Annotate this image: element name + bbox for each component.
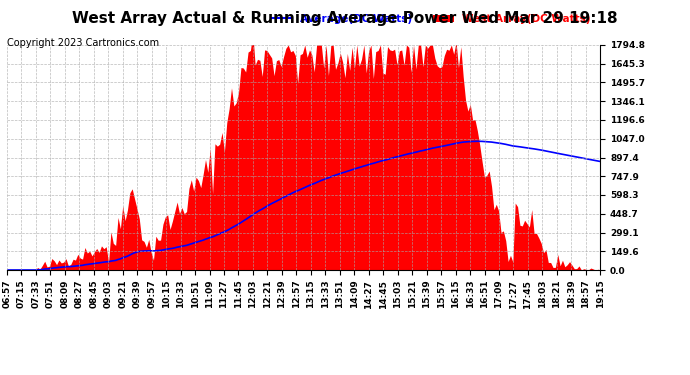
- Text: Copyright 2023 Cartronics.com: Copyright 2023 Cartronics.com: [7, 38, 159, 48]
- Legend: Average(DC Watts), West Array(DC Watts): Average(DC Watts), West Array(DC Watts): [267, 10, 595, 28]
- Text: West Array Actual & Running Average Power Wed Mar 29 19:18: West Array Actual & Running Average Powe…: [72, 11, 618, 26]
